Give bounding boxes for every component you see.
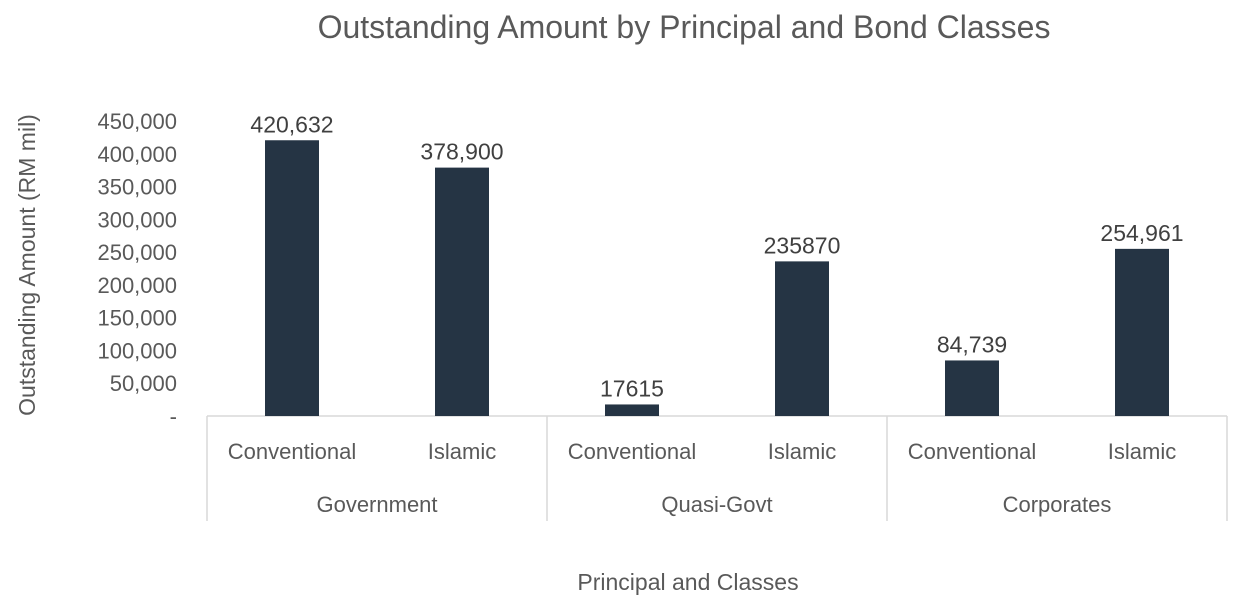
bar	[945, 360, 999, 416]
y-tick-label: 450,000	[97, 109, 177, 134]
bar	[1115, 248, 1169, 416]
x-axis-label: Principal and Classes	[577, 569, 798, 595]
x-category-label: Conventional	[908, 439, 1036, 464]
x-category-label: Conventional	[568, 439, 696, 464]
data-label: 17615	[600, 375, 664, 401]
data-label: 84,739	[937, 331, 1007, 357]
bar	[775, 261, 829, 416]
data-label: 378,900	[420, 139, 503, 165]
x-category-label: Islamic	[1108, 439, 1176, 464]
y-tick-label: 150,000	[97, 306, 177, 331]
x-group-label: Corporates	[1003, 492, 1112, 517]
y-tick-label: 50,000	[110, 371, 177, 396]
chart-title: Outstanding Amount by Principal and Bond…	[318, 9, 1051, 45]
x-group-label: Quasi-Govt	[661, 492, 772, 517]
data-label: 420,632	[250, 111, 333, 137]
y-tick-label: 100,000	[97, 338, 177, 363]
y-tick-label: 200,000	[97, 273, 177, 298]
y-tick-label: 400,000	[97, 142, 177, 167]
x-group-label: Government	[316, 492, 437, 517]
data-label: 235870	[764, 232, 841, 258]
x-category-label: Conventional	[228, 439, 356, 464]
y-tick-label: 300,000	[97, 207, 177, 232]
y-tick-label: -	[170, 404, 177, 429]
data-label: 254,961	[1100, 220, 1183, 246]
y-tick-label: 350,000	[97, 175, 177, 200]
x-category-label: Islamic	[428, 439, 496, 464]
bar	[435, 167, 489, 416]
bar	[265, 140, 319, 416]
bar	[605, 404, 659, 416]
y-tick-label: 250,000	[97, 240, 177, 265]
plot-area: - 50,000 100,000 150,000 200,000 250,000 300,0…	[97, 109, 1228, 521]
x-category-label: Islamic	[768, 439, 836, 464]
y-axis-label: Outstanding Amount (RM mil)	[14, 114, 40, 416]
